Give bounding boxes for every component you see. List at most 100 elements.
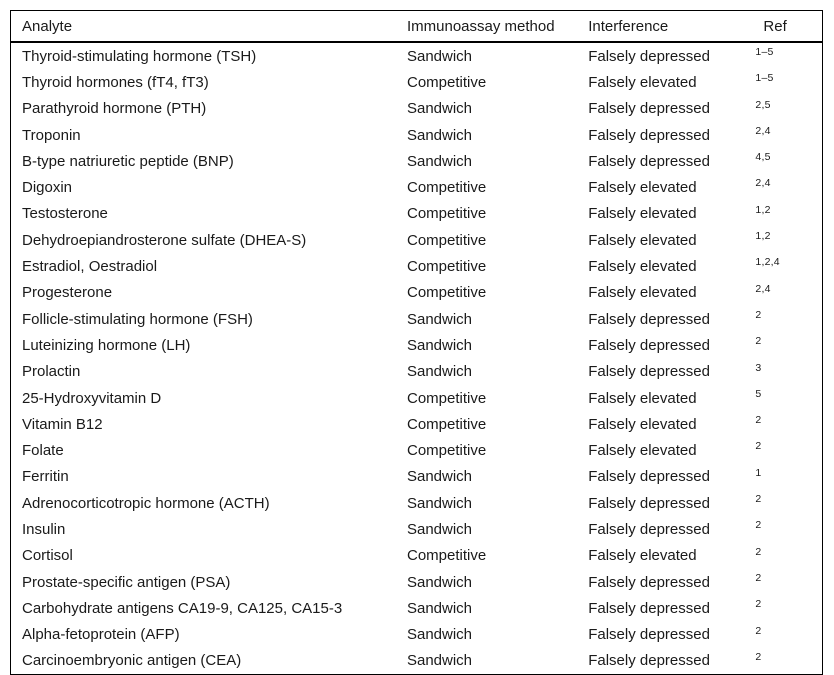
table-row: Parathyroid hormone (PTH) Sandwich Falsely…: [11, 96, 823, 122]
column-header-analyte: Analyte: [10, 10, 407, 43]
method-cell: Sandwich: [406, 468, 473, 486]
method-cell: Sandwich: [406, 520, 473, 538]
method-cell: Sandwich: [406, 494, 473, 512]
table-row: Ferritin Sandwich Falsely depressed 1: [11, 464, 823, 490]
ref-cell: 1,2,4: [755, 256, 780, 269]
interference-cell: Falsely depressed: [588, 599, 710, 617]
ref-cell: 1,2: [755, 203, 771, 216]
interference-cell: Falsely depressed: [588, 336, 710, 354]
table-row: Adrenocorticotropic hormone (ACTH) Sandwi…: [11, 490, 823, 516]
interference-cell: Falsely depressed: [588, 468, 710, 486]
ref-cell: 2,4: [755, 282, 771, 295]
method-cell: Sandwich: [406, 126, 473, 144]
method-cell: Sandwich: [406, 573, 473, 591]
table-row: Folate Competitive Falsely elevated 2: [11, 437, 823, 463]
analyte-cell: Adrenocorticotropic hormone (ACTH): [22, 494, 270, 512]
table-row: Prolactin Sandwich Falsely depressed 3: [11, 359, 823, 385]
method-cell: Competitive: [406, 415, 487, 433]
table-row: Vitamin B12 Competitive Falsely elevated 2: [11, 411, 823, 437]
table-row: 25-Hydroxyvitamin D Competitive Falsely el…: [11, 385, 823, 411]
analyte-cell: Thyroid-stimulating hormone (TSH): [22, 47, 257, 65]
ref-cell: 1: [755, 466, 762, 479]
analyte-cell: Folate: [22, 442, 64, 460]
column-header-immunoassay-method: Immunoassay method: [406, 10, 589, 43]
analyte-cell: Vitamin B12: [22, 415, 103, 433]
analyte-cell: Prostate-specific antigen (PSA): [22, 573, 231, 591]
analyte-cell: Parathyroid hormone (PTH): [22, 100, 207, 118]
interference-cell: Falsely depressed: [588, 626, 710, 644]
analyte-cell: Thyroid hormones (fT4, fT3): [22, 73, 209, 91]
ref-cell: 2: [755, 414, 762, 427]
ref-cell: 2,4: [755, 177, 771, 190]
ref-cell: 1,2: [755, 230, 771, 243]
interference-cell: Falsely elevated: [588, 231, 697, 249]
method-cell: Sandwich: [406, 100, 473, 118]
table-row: Follicle-stimulating hormone (FSH) Sandwi…: [11, 306, 823, 332]
method-cell: Sandwich: [406, 626, 473, 644]
analyte-cell: Troponin: [22, 126, 81, 144]
ref-cell: 2,5: [755, 98, 771, 111]
interference-cell: Falsely depressed: [588, 520, 710, 538]
interference-cell: Falsely elevated: [588, 258, 697, 276]
analyte-cell: Dehydroepiandrosterone sulfate (DHEA-S): [22, 231, 307, 249]
ref-cell: 1–5: [755, 46, 774, 58]
interference-cell: Falsely elevated: [588, 73, 697, 91]
table-row: Prostate-specific antigen (PSA) Sandwich F…: [11, 569, 823, 595]
analyte-cell: Progesterone: [22, 284, 113, 302]
table-row: Carbohydrate antigens CA19-9, CA125, CA1…: [11, 595, 823, 621]
ref-cell: 2: [755, 493, 762, 506]
table-row: Testosterone Competitive Falsely elevated 1…: [11, 201, 823, 227]
analyte-interference-table-container: Analyte Immunoassay method Interference …: [10, 10, 823, 675]
table-row: B-type natriuretic peptide (BNP) Sandwich…: [11, 148, 823, 174]
method-cell: Competitive: [406, 231, 487, 249]
interference-cell: Falsely elevated: [588, 547, 697, 565]
analyte-cell: Carcinoembryonic antigen (CEA): [22, 652, 242, 670]
page: { "table": { "columns": [ { "label": "An…: [10, 10, 823, 675]
method-cell: Sandwich: [406, 336, 473, 354]
analyte-cell: Ferritin: [22, 468, 69, 486]
interference-cell: Falsely depressed: [588, 310, 710, 328]
analyte-cell: Alpha-fetoprotein (AFP): [22, 626, 180, 644]
method-cell: Sandwich: [406, 363, 473, 381]
analyte-cell: 25-Hydroxyvitamin D: [22, 389, 162, 407]
ref-cell: 2: [755, 308, 762, 321]
analyte-cell: Testosterone: [22, 205, 108, 223]
table-row: Thyroid hormones (fT4, fT3) Competitive Fa…: [11, 69, 823, 95]
ref-cell: 2: [755, 519, 762, 532]
table-row: Progesterone Competitive Falsely elevated 2…: [11, 280, 823, 306]
method-cell: Sandwich: [406, 310, 473, 328]
ref-cell: 4,5: [755, 151, 771, 164]
interference-cell: Falsely elevated: [588, 389, 697, 407]
method-cell: Competitive: [406, 73, 487, 91]
table-header-row: Analyte Immunoassay method Interference …: [10, 10, 823, 43]
ref-cell: 2: [755, 598, 762, 611]
ref-cell: 2: [755, 335, 762, 348]
table-row: Thyroid-stimulating hormone (TSH) Sandwic…: [11, 42, 823, 69]
table-row: Troponin Sandwich Falsely depressed 2,4: [11, 122, 823, 148]
table-row: Cortisol Competitive Falsely elevated 2: [11, 543, 823, 569]
analyte-cell: Cortisol: [22, 547, 73, 565]
method-cell: Sandwich: [406, 47, 473, 65]
ref-cell: 2: [755, 650, 762, 663]
analyte-cell: B-type natriuretic peptide (BNP): [22, 152, 234, 170]
method-cell: Competitive: [406, 179, 487, 197]
method-cell: Sandwich: [406, 152, 473, 170]
method-cell: Sandwich: [406, 652, 473, 670]
analyte-cell: Estradiol, Oestradiol: [22, 258, 158, 276]
ref-cell: 2: [755, 571, 762, 584]
method-cell: Competitive: [406, 205, 487, 223]
ref-cell: 1–5: [755, 72, 774, 85]
interference-cell: Falsely elevated: [588, 205, 697, 223]
ref-cell: 2: [755, 545, 762, 558]
ref-cell: 2: [755, 440, 762, 453]
table-row: Alpha-fetoprotein (AFP) Sandwich Falsely d…: [11, 622, 823, 648]
table-row: Insulin Sandwich Falsely depressed 2: [11, 516, 823, 542]
interference-cell: Falsely depressed: [588, 100, 710, 118]
ref-cell: 3: [755, 361, 762, 374]
method-cell: Competitive: [406, 442, 487, 460]
interference-cell: Falsely depressed: [588, 573, 710, 591]
table-row: Luteinizing hormone (LH) Sandwich Falsely …: [11, 332, 823, 358]
method-cell: Competitive: [406, 258, 487, 276]
interference-cell: Falsely elevated: [588, 284, 697, 302]
method-cell: Competitive: [406, 284, 487, 302]
